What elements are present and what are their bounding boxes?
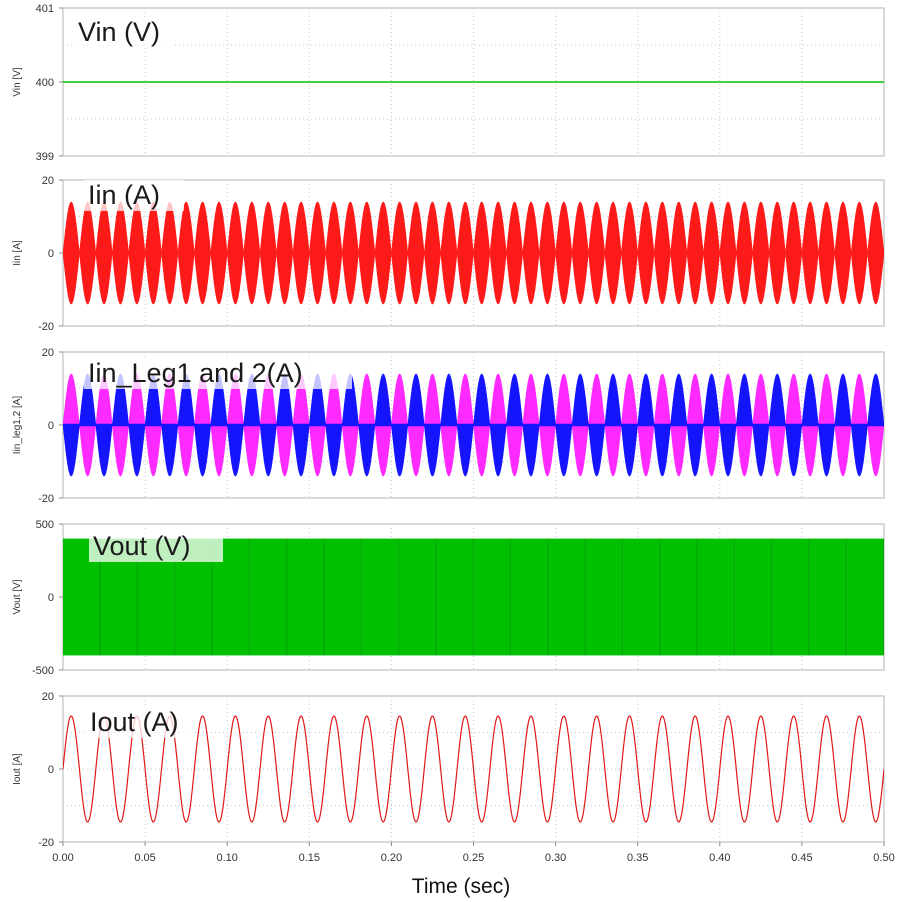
panel-title: Iout (A)	[90, 707, 179, 737]
chart-panel-5: 20 0 -20 Iout [A] 0.00 0.05 0.10 0.15 0.20 0.25 0.…	[12, 691, 895, 864]
iout-trace	[63, 715, 884, 823]
y-axis-label: Iin_leg1,2 [A]	[12, 396, 23, 455]
x-tick-label: 0.30	[545, 852, 566, 864]
x-tick-label: 0.00	[52, 852, 73, 864]
series-group	[63, 373, 884, 477]
x-tick-label: 0.15	[299, 852, 320, 864]
title-backing	[89, 531, 223, 562]
y-tick-label: -20	[38, 321, 54, 333]
y-tick-label: 0	[48, 248, 54, 260]
y-axis-label: Iin [A]	[12, 240, 23, 266]
x-tick-label: 0.05	[134, 852, 155, 864]
y-tick-label: 399	[36, 151, 54, 163]
y-tick-label: -20	[38, 837, 54, 849]
series-group	[63, 715, 884, 823]
y-axis-label: Vin [V]	[12, 67, 23, 96]
chart-panel-2: 20 0 -20 Iin [A] Iin (A)	[12, 175, 885, 333]
x-tick-label: 0.40	[709, 852, 730, 864]
title-backing	[84, 180, 184, 211]
panel-title: Iin_Leg1 and 2(A)	[88, 358, 303, 388]
x-tick-label: 0.35	[627, 852, 648, 864]
y-axis-label: Vout [V]	[12, 579, 23, 614]
chart-panel-3: 20 0 -20 Iin_leg1,2 [A] Iin_Leg1 and 2(A)	[12, 347, 885, 505]
y-tick-label: 400	[36, 77, 54, 89]
panel-title: Vin (V)	[78, 17, 160, 47]
y-tick-label: -500	[32, 665, 54, 677]
chart-panel-1: 401 400 399 Vin [V] Vin (V)	[12, 3, 885, 163]
x-axis-label: Time (sec)	[412, 875, 510, 898]
y-tick-label: -20	[38, 493, 54, 505]
title-backing	[84, 358, 352, 389]
y-tick-label: 0	[48, 592, 54, 604]
series-group	[63, 201, 884, 305]
panel-title: Vout (V)	[93, 531, 191, 561]
y-tick-label: 401	[36, 3, 54, 15]
y-tick-label: 0	[48, 420, 54, 432]
chart-panel-4: 500 0 -500 Vout [V] Vout (V)	[12, 519, 885, 677]
x-tick-label: 0.10	[216, 852, 237, 864]
y-axis-label: Iout [A]	[12, 753, 23, 785]
y-tick-label: 20	[42, 347, 54, 359]
y-tick-label: 500	[36, 519, 54, 531]
title-backing	[74, 17, 174, 48]
y-tick-label: 0	[48, 764, 54, 776]
panel-title: Iin (A)	[88, 180, 160, 210]
chart-panels: 401 400 399 Vin [V] Vin (V) 20 0 -20 Iin [A] Iin …	[12, 3, 895, 864]
title-backing	[86, 707, 192, 738]
y-tick-label: 20	[42, 691, 54, 703]
x-tick-label: 0.25	[463, 852, 484, 864]
y-tick-label: 20	[42, 175, 54, 187]
x-tick-label: 0.20	[381, 852, 402, 864]
iin-envelope	[63, 201, 884, 305]
x-tick-label: 0.45	[791, 852, 812, 864]
x-tick-label: 0.50	[873, 852, 894, 864]
